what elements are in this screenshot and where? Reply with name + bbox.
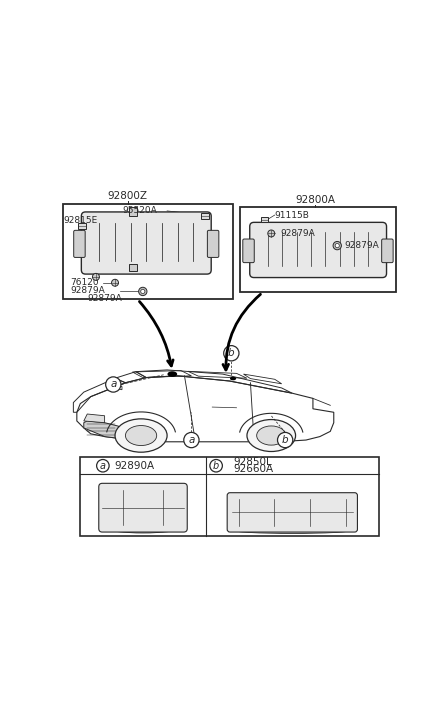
Text: 92879A: 92879A bbox=[70, 286, 105, 294]
Text: a: a bbox=[110, 379, 116, 390]
Circle shape bbox=[141, 289, 145, 294]
Text: b: b bbox=[228, 348, 235, 358]
Ellipse shape bbox=[125, 425, 157, 446]
FancyBboxPatch shape bbox=[74, 230, 85, 257]
Ellipse shape bbox=[230, 377, 236, 380]
Text: b: b bbox=[282, 435, 289, 445]
FancyBboxPatch shape bbox=[227, 493, 358, 532]
Text: b: b bbox=[213, 461, 219, 471]
Text: 92879A: 92879A bbox=[344, 241, 379, 250]
Ellipse shape bbox=[247, 419, 296, 451]
Circle shape bbox=[224, 345, 239, 361]
Text: 92879A: 92879A bbox=[280, 229, 314, 238]
Circle shape bbox=[277, 433, 293, 448]
Text: 92800Z: 92800Z bbox=[108, 191, 147, 201]
Bar bbox=[260, 217, 268, 222]
Bar bbox=[240, 207, 396, 292]
Ellipse shape bbox=[233, 527, 352, 534]
Text: 92879A: 92879A bbox=[87, 294, 122, 303]
Ellipse shape bbox=[257, 426, 286, 445]
Circle shape bbox=[335, 244, 339, 248]
Text: 92815E: 92815E bbox=[63, 216, 97, 225]
Text: 92660A: 92660A bbox=[233, 465, 274, 475]
Bar bbox=[202, 213, 209, 219]
FancyBboxPatch shape bbox=[207, 230, 219, 257]
Ellipse shape bbox=[108, 524, 178, 533]
FancyBboxPatch shape bbox=[250, 222, 387, 278]
Circle shape bbox=[184, 433, 199, 448]
Text: 91115B: 91115B bbox=[275, 211, 310, 220]
Text: 92850L: 92850L bbox=[233, 457, 272, 467]
FancyBboxPatch shape bbox=[243, 239, 254, 262]
Circle shape bbox=[106, 377, 121, 392]
FancyBboxPatch shape bbox=[82, 212, 211, 274]
Circle shape bbox=[333, 241, 341, 250]
Polygon shape bbox=[84, 421, 118, 438]
Ellipse shape bbox=[115, 419, 167, 452]
Circle shape bbox=[97, 459, 109, 472]
Text: a: a bbox=[100, 461, 106, 471]
Bar bbox=[80, 457, 379, 536]
Polygon shape bbox=[84, 414, 105, 422]
Circle shape bbox=[268, 230, 275, 237]
Circle shape bbox=[112, 279, 118, 286]
Bar bbox=[129, 207, 137, 216]
Circle shape bbox=[210, 459, 222, 472]
Text: 92890A: 92890A bbox=[114, 461, 155, 471]
Bar bbox=[129, 264, 137, 271]
Bar bbox=[63, 204, 233, 300]
Circle shape bbox=[92, 273, 99, 281]
FancyBboxPatch shape bbox=[382, 239, 393, 262]
Text: a: a bbox=[188, 435, 194, 445]
Bar bbox=[78, 223, 86, 228]
Text: 76120: 76120 bbox=[70, 278, 99, 287]
Circle shape bbox=[138, 287, 147, 296]
Ellipse shape bbox=[168, 371, 177, 377]
FancyBboxPatch shape bbox=[99, 483, 187, 532]
Text: 92800A: 92800A bbox=[295, 195, 335, 204]
Text: 95520A: 95520A bbox=[122, 206, 157, 215]
